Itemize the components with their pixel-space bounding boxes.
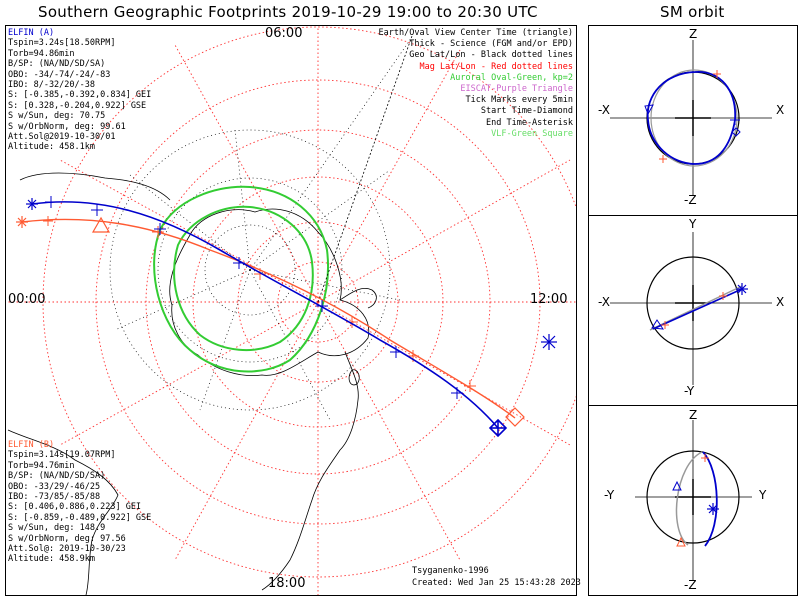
- elfin-b-view-triangle: [91, 216, 111, 233]
- antarctica-coastline: [169, 208, 370, 376]
- xz-bottom-label: -Z: [684, 193, 697, 207]
- elfin-b-line: Altitude: 458.9km: [8, 554, 95, 565]
- legend-item: Auroral Oval-Green, kp=2: [450, 72, 573, 83]
- elfin-a-name: ELFIN (A): [8, 28, 55, 38]
- elfin-a-line: Att.Sol@2019-10-30/01: [8, 132, 116, 143]
- yz-left-label: -Y: [604, 488, 615, 502]
- time-label-left: 00:00: [8, 292, 46, 307]
- geo-lon-lines: [114, 39, 411, 421]
- elfin-b-line: OBO: -33/29/-46/25: [8, 481, 101, 492]
- legend-item: Mag Lat/Lon - Red dotted lines: [419, 61, 573, 72]
- elfin-a-ticks: [45, 196, 463, 399]
- legend-item: EISCAT-Purple Triangle: [460, 84, 573, 95]
- legend-item: Earth/Oval View Center Time (triangle): [378, 28, 573, 38]
- model-credit: Tsyganenko-1996: [412, 566, 489, 576]
- mag-lon-lines: [6, 26, 576, 595]
- yz-right-label: Y: [759, 488, 767, 502]
- elfin-a-line: Altitude: 458.1km: [8, 142, 95, 153]
- elfin-b-start-diamond: [505, 407, 525, 427]
- elfin-a-line: IBO: 8/-32/20/-38: [8, 80, 95, 91]
- xz-top-label: Z: [689, 27, 698, 41]
- geo-lat-circles: [109, 129, 391, 411]
- map-frame: [5, 25, 577, 596]
- elfin-b-end-asterisk: [16, 216, 28, 228]
- australia-coastline: [19, 172, 171, 201]
- elfin-b-line: S: [0.406,0.886,0.223] GEI: [8, 502, 142, 513]
- peninsula-coastline: [339, 287, 377, 309]
- elfin-b-line: Torb=94.76min: [8, 460, 75, 471]
- orbit-title: SM orbit: [660, 3, 725, 21]
- xy-right-label: X: [776, 295, 785, 309]
- orbit-panel-xz: [610, 40, 772, 195]
- elfin-a-footprint: [31, 201, 499, 429]
- legend-item: Thick - Science (FGM and/or EPD): [409, 39, 573, 50]
- elfin-a-line: S w/Sun, deg: 70.75: [8, 111, 106, 122]
- elfin-a-end-asterisk: [26, 198, 38, 210]
- legend-item: End Time-Asterisk: [486, 117, 573, 128]
- created-timestamp: Created: Wed Jan 25 15:43:28 2023: [412, 578, 581, 588]
- legend-item: Tick Marks every 5min: [465, 95, 573, 106]
- elfin-b-name: ELFIN (B): [8, 440, 55, 450]
- elfin-a-line: S: [0.328,-0.204,0.922] GSE: [8, 100, 147, 111]
- legend-item: VLF-Green Square: [491, 128, 573, 139]
- orbit-frame: [588, 25, 798, 596]
- elfin-b-footprint: [21, 218, 516, 419]
- auroral-oval-inner: [173, 205, 314, 352]
- yz-top-label: Z: [689, 408, 698, 422]
- legend-item: Geo Lat/Lon - Black dotted lines: [409, 50, 573, 61]
- elfin-a-line: S: [-0.385,-0.392,0.834] GEI: [8, 90, 152, 101]
- elfin-a-line: Torb=94.86min: [8, 48, 75, 59]
- island-coastline: [348, 369, 360, 386]
- xy-left-label: -X: [598, 295, 610, 309]
- elfin-b-ticks: [43, 216, 476, 392]
- orbit-panel-yz: [635, 420, 752, 580]
- legend: Earth/Oval View Center Time (triangle) T…: [379, 28, 573, 140]
- elfin-b-line: B/SP: (NA/ND/SD/SA): [8, 471, 106, 482]
- xz-left-label: -X: [598, 103, 610, 117]
- elfin-b-line: S: [-0.859,-0.489,0.922] GSE: [8, 512, 152, 523]
- time-label-top: 06:00: [265, 26, 303, 41]
- time-label-bottom: 18:00: [268, 576, 306, 591]
- xy-top-label: Y: [689, 217, 697, 231]
- south-america-coastline: [261, 351, 359, 591]
- elfin-a-line: Tspin=3.24s[18.50RPM]: [8, 38, 116, 49]
- xy-bottom-label: -Y: [684, 384, 695, 398]
- xz-right-label: X: [776, 103, 785, 117]
- elfin-b-line: Att.Sol@: 2019-10-30/23: [8, 544, 126, 555]
- time-label-right: 12:00: [530, 292, 568, 307]
- elfin-a-start-diamond: [488, 418, 508, 438]
- elfin-b-line: S w/Sun, deg: 148.9: [8, 523, 106, 534]
- elfin-b-line: S w/OrbNorm, deg: 97.56: [8, 533, 126, 544]
- legend-item: Start Time-Diamond: [480, 106, 573, 117]
- africa-coastline: [7, 429, 119, 595]
- page-title: Southern Geographic Footprints 2019-10-2…: [38, 3, 538, 21]
- elfin-b-info: ELFIN (B) Tspin=3.14s[19.07RPM] Torb=94.…: [8, 440, 151, 565]
- elfin-a-line: B/SP: (NA/ND/SD/SA): [8, 59, 106, 70]
- yz-bottom-label: -Z: [684, 578, 697, 592]
- orbit-panel-xy: [610, 232, 772, 385]
- elfin-a-line: S w/OrbNorm, deg: 99.61: [8, 121, 126, 132]
- elfin-a-line: OBO: -34/-74/-24/-83: [8, 69, 111, 80]
- elfin-b-line: Tspin=3.14s[19.07RPM]: [8, 450, 116, 461]
- elfin-a-info: ELFIN (A) Tspin=3.24s[18.50RPM] Torb=94.…: [8, 28, 151, 153]
- auroral-oval-outer: [153, 185, 329, 373]
- elfin-b-line: IBO: -73/85/-85/88: [8, 492, 101, 503]
- sun-direction-asterisk: [541, 334, 557, 350]
- view-center-line: [317, 35, 413, 303]
